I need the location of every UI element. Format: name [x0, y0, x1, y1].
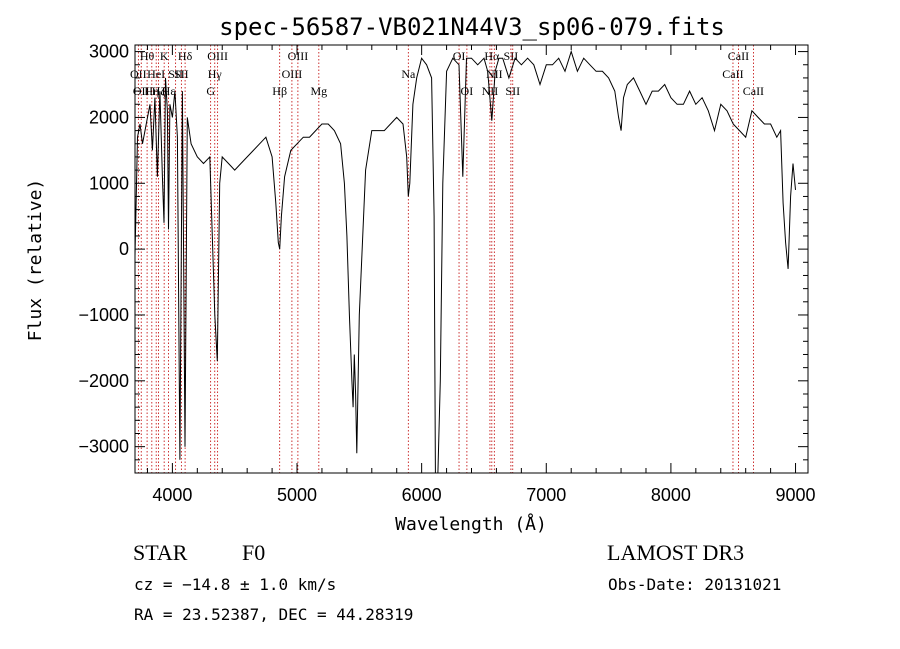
line-marker-label: OIII [288, 49, 309, 63]
y-tick-label: −1000 [78, 305, 129, 325]
line-marker-label: Hα [484, 49, 500, 63]
line-marker-label: SII [168, 67, 183, 81]
line-marker-label: OI [461, 84, 474, 98]
line-marker-label: Hζ [152, 84, 166, 98]
line-marker-label: CaII [722, 67, 743, 81]
line-marker-label: SII [174, 67, 189, 81]
x-tick-label: 5000 [277, 485, 317, 505]
y-tick-label: 3000 [89, 42, 129, 62]
x-axis-ticks: 4000 5000 6000 7000 8000 9000 [146, 45, 816, 505]
line-marker-label: OII [133, 84, 150, 98]
y-axis-ticks: −3000 −2000 −1000 0 1000 2000 3000 [78, 42, 808, 461]
line-marker-label: Mg [310, 84, 327, 98]
line-marker-label: OIII [282, 67, 303, 81]
line-marker-label: Na [401, 67, 416, 81]
x-tick-label: 8000 [651, 485, 691, 505]
survey-name: LAMOST DR3 [607, 540, 744, 565]
line-marker-label: OI [453, 49, 466, 63]
line-marker-label: SII [504, 49, 519, 63]
coordinates: RA = 23.52387, DEC = 44.28319 [134, 605, 413, 624]
object-class: STAR [133, 540, 188, 565]
line-marker-label: HeI [147, 67, 165, 81]
line-marker-label: Hγ [208, 67, 223, 81]
line-marker-label: Hη [144, 84, 159, 98]
line-marker-label: G [206, 84, 215, 98]
x-tick-label: 9000 [776, 485, 816, 505]
y-tick-label: −2000 [78, 371, 129, 391]
x-axis-label: Wavelength (Å) [395, 513, 547, 535]
line-marker-label: Hε [162, 84, 176, 98]
y-tick-label: −3000 [78, 437, 129, 457]
line-marker-label: CaII [743, 84, 764, 98]
x-tick-label: 4000 [152, 485, 192, 505]
y-tick-label: 2000 [89, 107, 129, 127]
line-marker-label: NII [486, 67, 503, 81]
chart-title: spec-56587-VB021N44V3_sp06-079.fits [219, 13, 725, 41]
line-marker-label: Hδ [178, 49, 193, 63]
line-marker-label: Hθ [140, 49, 155, 63]
redshift-readout: cz = −14.8 ± 1.0 km/s [134, 575, 336, 594]
y-axis-label: Flux (relative) [25, 179, 46, 342]
x-tick-label: 6000 [402, 485, 442, 505]
obs-date: Obs-Date: 20131021 [608, 575, 781, 594]
line-marker-label: OII [130, 67, 147, 81]
y-tick-label: 0 [119, 239, 129, 259]
line-marker-label: SII [505, 84, 520, 98]
spectrum-series-line [134, 49, 796, 474]
object-subclass: F0 [242, 540, 265, 565]
line-marker-label: OIII [207, 49, 228, 63]
y-tick-label: 1000 [89, 173, 129, 193]
line-marker-label: K [160, 49, 169, 63]
line-marker-label: CaII [728, 49, 749, 63]
x-tick-label: 7000 [526, 485, 566, 505]
line-marker-label: Hβ [272, 84, 287, 98]
line-markers: OIIOIIHθHηHeIHζKHεSIISIIHδGHγOIIIHβOIIIO… [130, 45, 764, 473]
